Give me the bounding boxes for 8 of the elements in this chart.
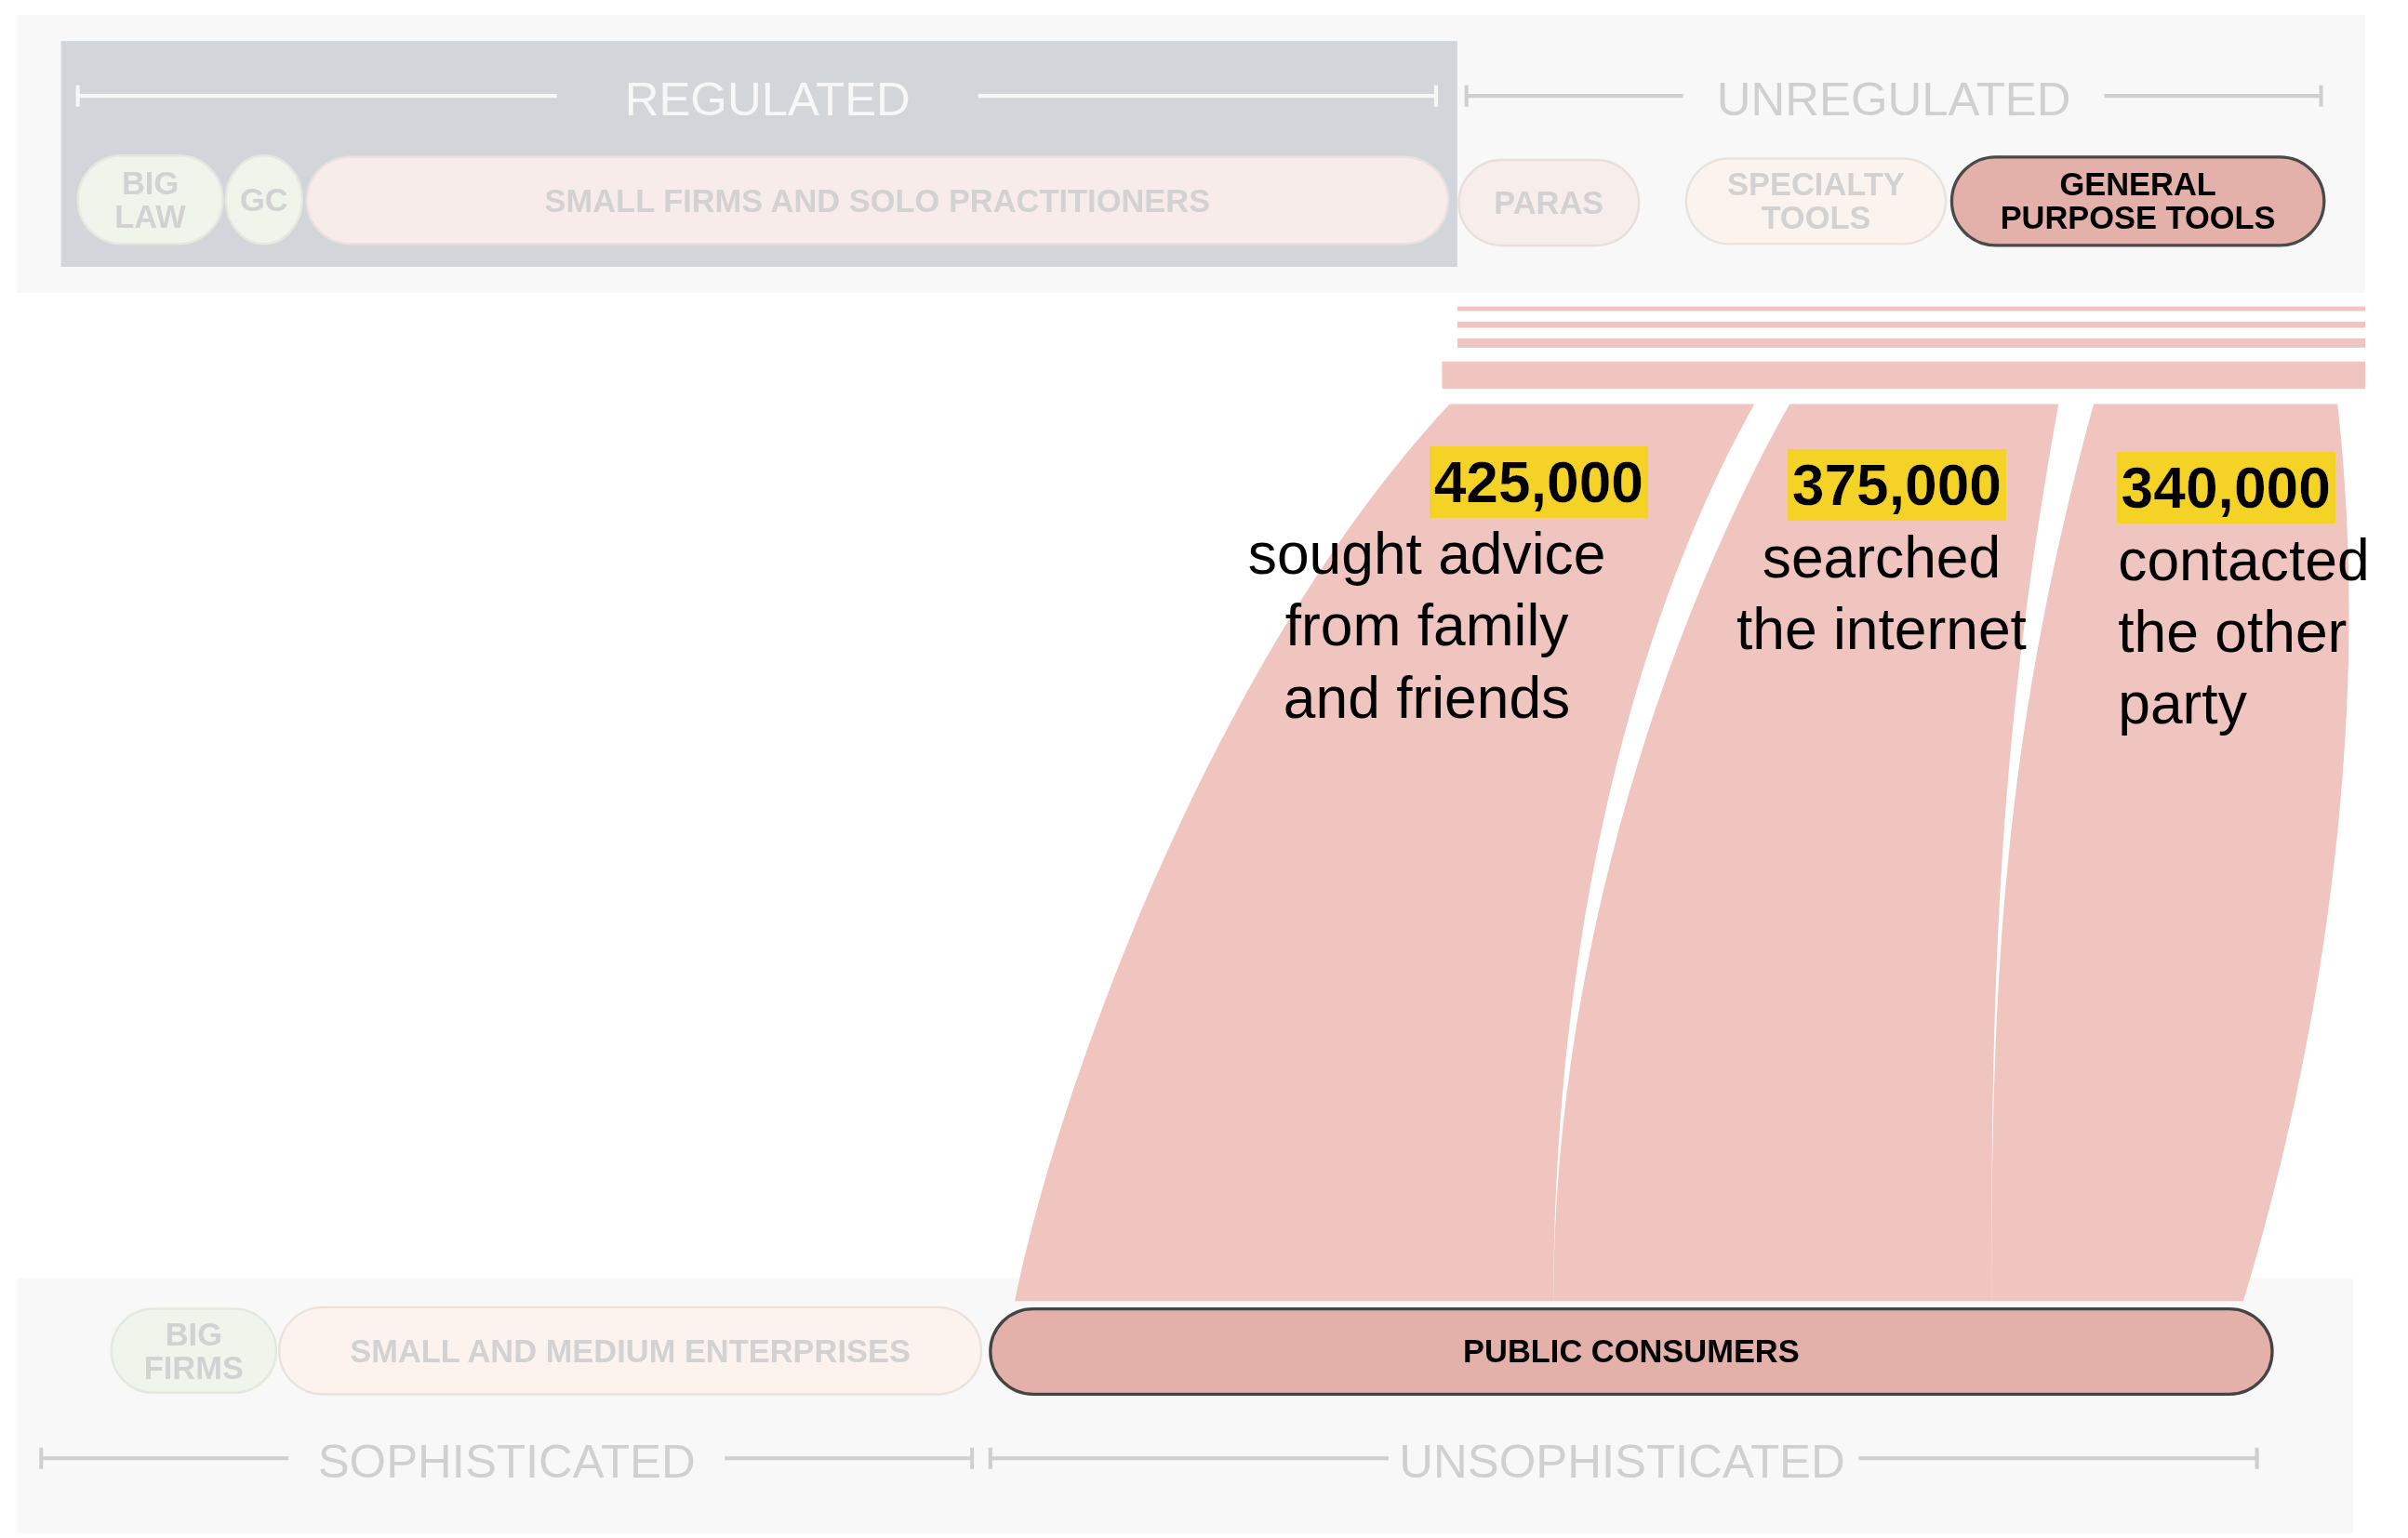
category-label: sought advice from family and friends bbox=[1247, 521, 1606, 730]
data-label: 375,000 bbox=[1791, 453, 2002, 518]
data-label: 425,000 bbox=[1433, 449, 1644, 514]
category-label: contacted the other party bbox=[2118, 527, 2370, 736]
category-label: searched the internet bbox=[1736, 524, 2027, 661]
data-label: 340,000 bbox=[2121, 456, 2331, 521]
text: PUBLIC CONSUMERS bbox=[1463, 1333, 1800, 1370]
text: GENERAL PURPOSE TOOLS bbox=[2000, 166, 2276, 236]
